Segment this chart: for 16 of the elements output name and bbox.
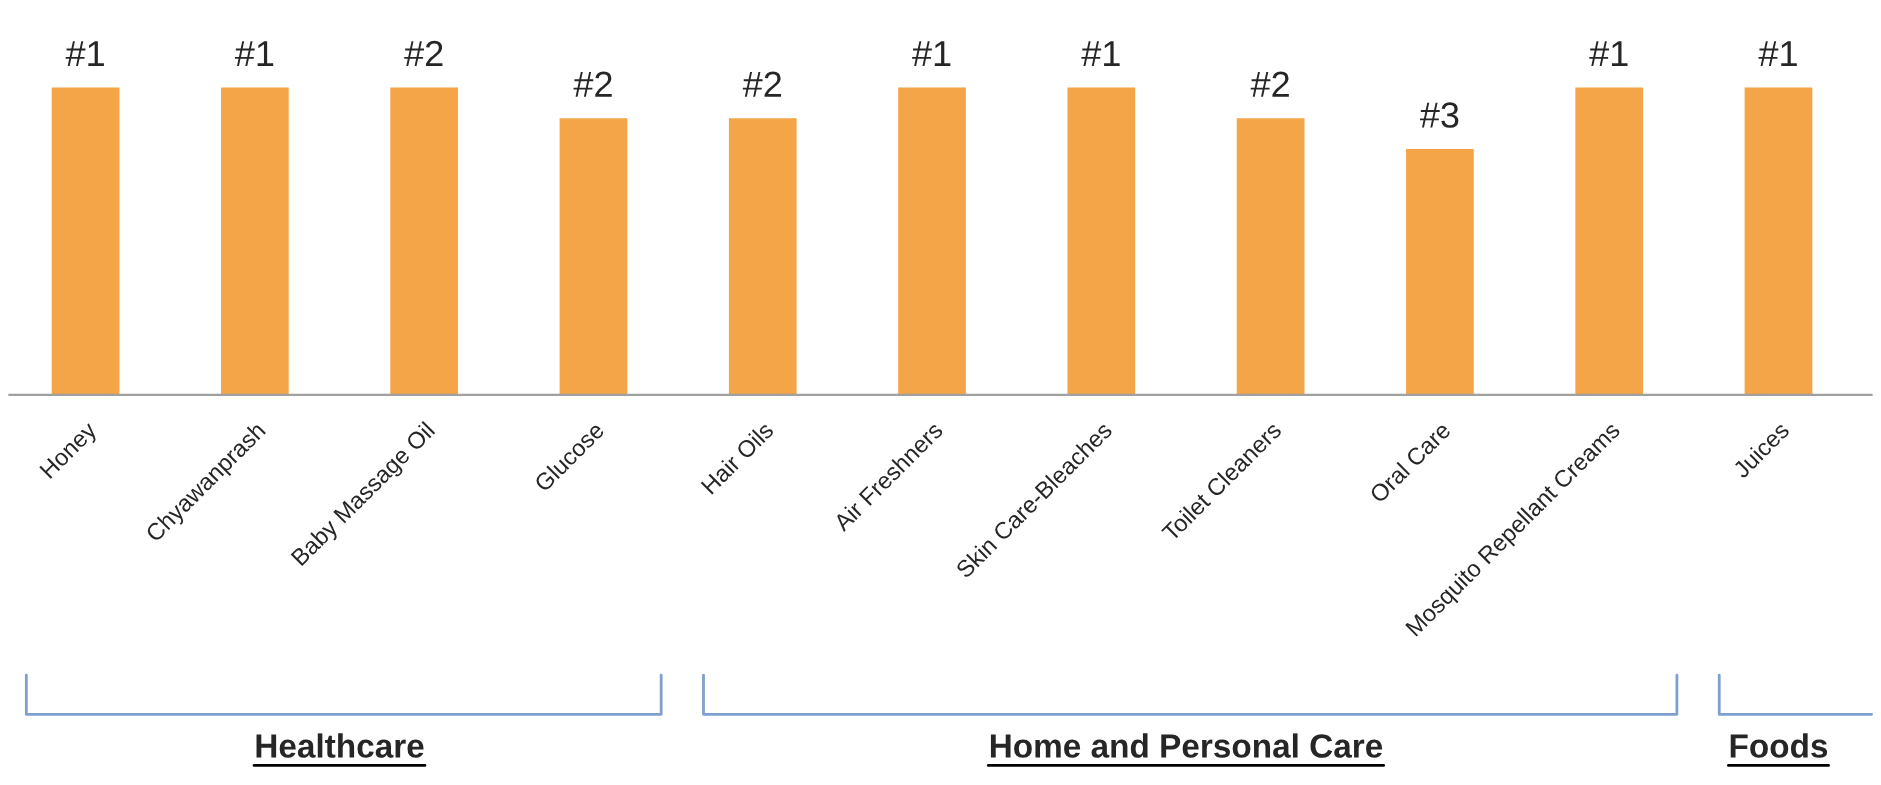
annotation: #2 [742,71,782,97]
annotation: #1 [65,41,104,67]
annotation: #3 [1419,102,1459,128]
x-tick-label: Oral Care [1368,420,1452,504]
annotation: #1 [1589,41,1628,67]
text: Foods [1730,733,1828,758]
x-tick-label: Hair Oils [700,420,775,495]
annotation: #2 [573,71,612,97]
annotation: #2 [404,40,443,67]
annotation: #1 [234,41,274,67]
annotation: #2 [1250,71,1289,97]
text: Home and Personal Care [990,733,1383,758]
annotation: #1 [912,41,951,67]
text: Healthcare [256,733,424,758]
annotation: #1 [1081,41,1120,67]
annotation: #1 [1758,41,1797,67]
